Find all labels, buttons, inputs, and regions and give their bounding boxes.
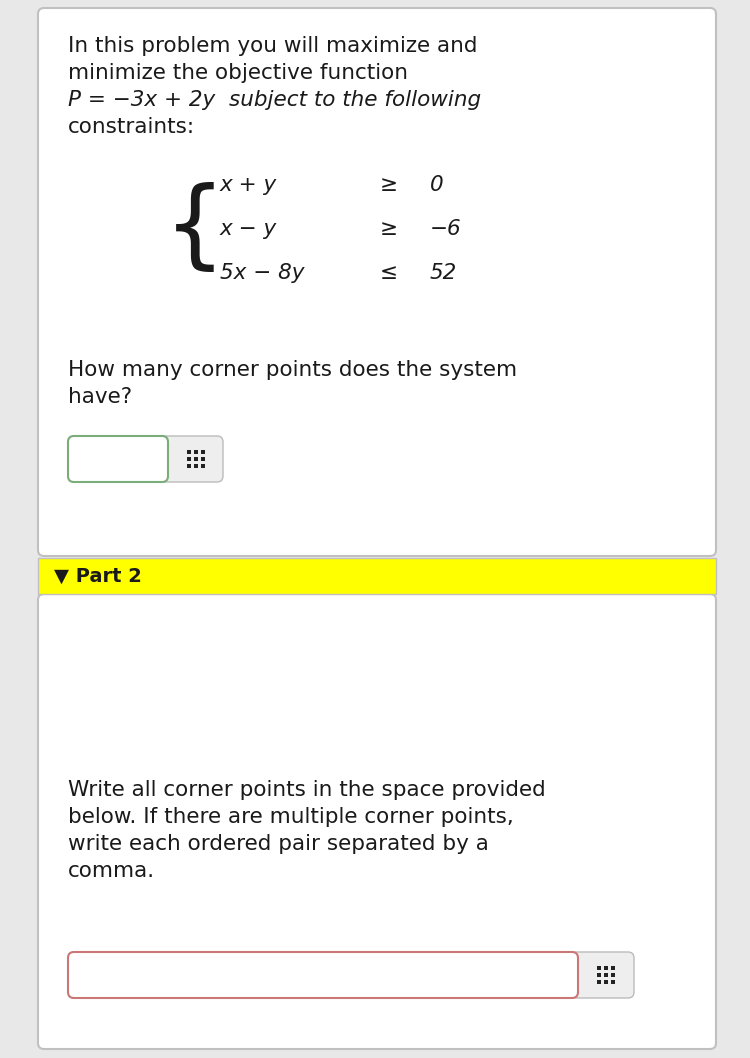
FancyBboxPatch shape (68, 436, 223, 482)
Bar (611, 966, 615, 970)
Bar (200, 450, 205, 454)
Bar (611, 973, 615, 977)
Text: ≥: ≥ (380, 175, 398, 195)
Bar (187, 457, 190, 461)
Text: 5x − 8y: 5x − 8y (220, 263, 304, 282)
Bar (611, 980, 615, 984)
Text: 52: 52 (430, 263, 457, 282)
Text: below. If there are multiple corner points,: below. If there are multiple corner poin… (68, 807, 514, 827)
Bar (38, 558, 716, 594)
FancyBboxPatch shape (68, 952, 578, 998)
Bar (604, 973, 608, 977)
Bar (200, 457, 205, 461)
Text: {: { (164, 182, 226, 275)
Text: −6: −6 (430, 219, 461, 239)
Text: In this problem you will maximize and: In this problem you will maximize and (68, 36, 478, 56)
Text: 0: 0 (430, 175, 444, 195)
Bar (194, 464, 197, 468)
Text: minimize the objective function: minimize the objective function (68, 63, 408, 83)
Bar (200, 464, 205, 468)
Bar (597, 966, 601, 970)
Text: P = −3x + 2y  subject to the following: P = −3x + 2y subject to the following (68, 90, 482, 110)
Text: ≥: ≥ (380, 219, 398, 239)
Text: ▼ Part 2: ▼ Part 2 (54, 566, 142, 585)
Text: x − y: x − y (220, 219, 278, 239)
Text: ≤: ≤ (380, 263, 398, 282)
FancyBboxPatch shape (68, 952, 634, 998)
Bar (194, 450, 197, 454)
FancyBboxPatch shape (38, 8, 716, 557)
Bar (604, 980, 608, 984)
Text: Write all corner points in the space provided: Write all corner points in the space pro… (68, 780, 546, 800)
Text: How many corner points does the system: How many corner points does the system (68, 360, 518, 380)
Text: write each ordered pair separated by a: write each ordered pair separated by a (68, 834, 489, 854)
Bar (187, 464, 190, 468)
Text: comma.: comma. (68, 861, 155, 881)
Text: x + y: x + y (220, 175, 278, 195)
FancyBboxPatch shape (38, 594, 716, 1048)
Bar (597, 980, 601, 984)
Text: constraints:: constraints: (68, 117, 195, 136)
Bar (194, 457, 197, 461)
Bar (187, 450, 190, 454)
Bar (604, 966, 608, 970)
Text: have?: have? (68, 387, 132, 407)
Bar (597, 973, 601, 977)
FancyBboxPatch shape (68, 436, 168, 482)
